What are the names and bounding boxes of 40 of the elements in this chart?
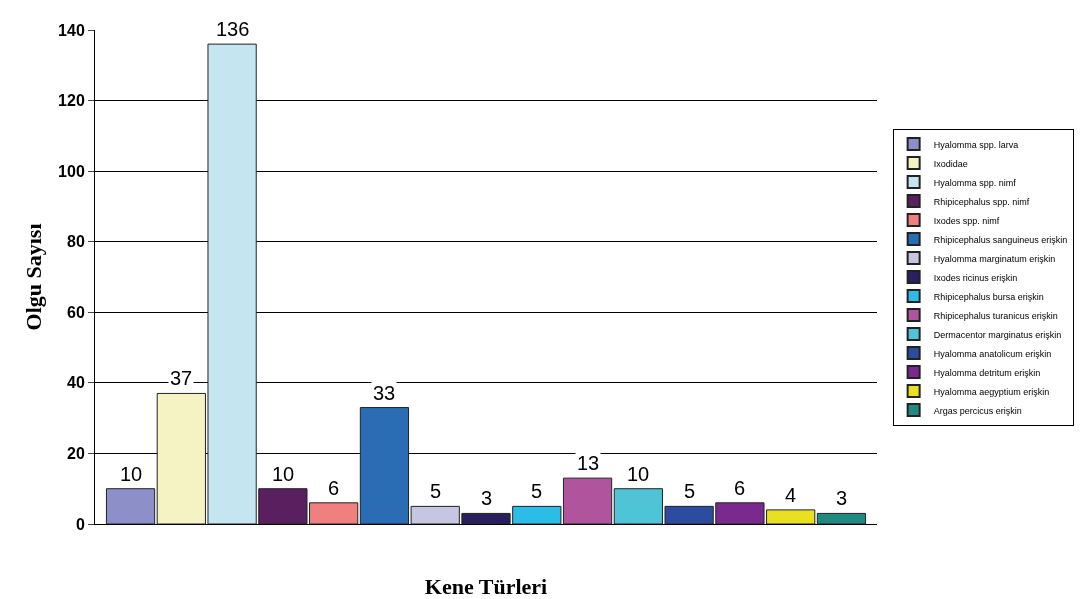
x-axis-title: Kene Türleri bbox=[424, 574, 548, 599]
data-label: 4 bbox=[785, 484, 797, 506]
data-label: 5 bbox=[684, 480, 696, 502]
data-label: 5 bbox=[531, 480, 543, 502]
legend-label: Hyalomma marginatum erişkin bbox=[933, 253, 1056, 264]
legend-label: Ixodes ricinus erişkin bbox=[933, 272, 1018, 283]
legend-label: Rhipicephalus sanguineus erişkin bbox=[933, 234, 1068, 245]
y-tick-label: 120 bbox=[58, 92, 85, 110]
data-label: 10 bbox=[272, 463, 295, 485]
legend-label: Hyalomma spp. larva bbox=[933, 139, 1019, 150]
data-label: 6 bbox=[328, 477, 340, 499]
y-tick-label: 80 bbox=[67, 233, 85, 251]
legend-label: Rhipicephalus turanicus erişkin bbox=[933, 310, 1058, 321]
data-label: 33 bbox=[373, 382, 396, 404]
y-tick-label: 140 bbox=[58, 21, 85, 39]
data-label: 3 bbox=[836, 487, 848, 509]
data-label: 13 bbox=[577, 452, 600, 474]
y-tick-label: 20 bbox=[67, 445, 85, 463]
legend-label: Hyalomma anatolicum erişkin bbox=[933, 348, 1052, 359]
legend-label: Hyalomma spp. nimf bbox=[933, 177, 1017, 188]
y-tick-label: 0 bbox=[75, 515, 85, 533]
data-label: 37 bbox=[170, 367, 193, 389]
data-label: 5 bbox=[430, 480, 442, 502]
y-tick-label: 100 bbox=[58, 162, 85, 180]
legend-label: Hyalomma aegyptium erişkin bbox=[933, 386, 1050, 397]
data-label: 3 bbox=[481, 487, 493, 509]
y-axis-title: Olgu Sayısı bbox=[21, 223, 46, 331]
data-label: 136 bbox=[216, 18, 250, 40]
legend-label: Argas percicus erişkin bbox=[933, 405, 1022, 416]
data-label: 10 bbox=[627, 463, 650, 485]
y-tick-label: 40 bbox=[67, 374, 85, 392]
legend-label: Ixodidae bbox=[933, 158, 968, 169]
legend-label: Dermacentor marginatus erişkin bbox=[933, 329, 1062, 340]
legend-label: Rhipicephalus spp. nimf bbox=[933, 196, 1030, 207]
legend-label: Ixodes spp. nimf bbox=[933, 215, 1000, 226]
data-label: 6 bbox=[734, 477, 746, 499]
legend-label: Hyalomma detritum erişkin bbox=[933, 367, 1041, 378]
data-label: 10 bbox=[120, 463, 143, 485]
legend-label: Rhipicephalus bursa erişkin bbox=[933, 291, 1044, 302]
y-tick-label: 60 bbox=[67, 303, 85, 321]
